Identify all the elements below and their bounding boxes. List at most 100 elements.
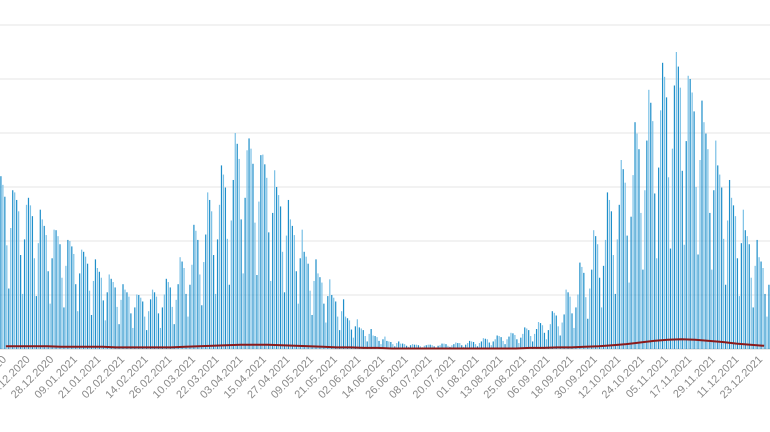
bar xyxy=(147,311,150,349)
bar xyxy=(283,292,286,349)
bar xyxy=(591,269,593,349)
bar xyxy=(423,345,425,349)
bar xyxy=(409,345,412,349)
bar xyxy=(723,238,725,349)
bar xyxy=(114,287,116,349)
bar xyxy=(311,314,313,349)
bar xyxy=(31,216,34,349)
bar xyxy=(214,293,217,349)
bar xyxy=(128,296,130,349)
bar xyxy=(628,282,630,349)
bar xyxy=(346,318,349,349)
bar xyxy=(650,102,652,349)
bar xyxy=(699,160,701,349)
bar xyxy=(342,299,345,349)
bar xyxy=(335,301,337,349)
bar xyxy=(14,192,16,349)
bar xyxy=(39,209,41,349)
bar xyxy=(29,205,32,349)
bar xyxy=(569,296,571,349)
bar xyxy=(502,340,504,349)
bar xyxy=(16,199,18,349)
bar xyxy=(272,212,274,349)
bar xyxy=(719,174,721,349)
bar xyxy=(640,212,642,349)
bar xyxy=(57,236,59,349)
bar xyxy=(220,165,223,349)
bar xyxy=(665,97,668,349)
bar xyxy=(77,311,79,349)
bar xyxy=(67,239,69,349)
bar xyxy=(163,294,165,349)
bar xyxy=(528,330,530,349)
bar xyxy=(151,289,154,349)
bar xyxy=(368,333,370,349)
bar xyxy=(287,199,290,349)
bar xyxy=(425,345,427,349)
bar xyxy=(75,284,77,349)
bar xyxy=(279,206,282,349)
bar xyxy=(660,110,662,349)
bar xyxy=(167,282,169,349)
bar xyxy=(23,239,26,349)
bar xyxy=(354,326,356,349)
bar xyxy=(370,329,372,349)
bar xyxy=(431,345,433,349)
bar xyxy=(360,328,362,349)
bar xyxy=(675,52,677,349)
bar xyxy=(384,336,386,349)
bar xyxy=(624,182,626,349)
bar xyxy=(754,265,756,349)
bar xyxy=(612,255,614,349)
bar xyxy=(484,338,486,349)
bar xyxy=(500,337,502,349)
bar xyxy=(142,301,144,349)
bar xyxy=(252,163,254,349)
bar xyxy=(183,268,185,349)
bar xyxy=(746,236,748,349)
bar xyxy=(372,335,374,349)
bar xyxy=(734,216,737,349)
bar xyxy=(358,327,360,349)
bar xyxy=(644,190,646,349)
bar xyxy=(224,187,227,349)
bar xyxy=(79,273,81,349)
bar xyxy=(679,87,681,349)
bar xyxy=(474,344,477,349)
bar xyxy=(33,258,35,349)
bar xyxy=(108,274,110,349)
bar xyxy=(305,256,307,349)
bar xyxy=(638,149,640,349)
bar xyxy=(110,278,112,349)
bar xyxy=(187,316,189,349)
bar xyxy=(51,258,53,349)
bar xyxy=(510,332,512,349)
bar xyxy=(587,318,589,349)
bar xyxy=(671,148,674,349)
bar xyxy=(400,343,402,349)
bar xyxy=(350,329,353,349)
bar xyxy=(4,196,6,349)
bar xyxy=(738,296,741,349)
bar xyxy=(616,239,618,349)
bar xyxy=(236,143,238,349)
bar xyxy=(90,314,93,349)
bar xyxy=(329,279,331,349)
bar xyxy=(102,300,104,349)
bar xyxy=(175,299,177,349)
bar xyxy=(254,222,256,349)
bar xyxy=(376,337,378,349)
bar xyxy=(244,197,246,349)
bar xyxy=(654,193,656,349)
bar xyxy=(153,292,156,349)
bar xyxy=(748,244,750,349)
bar xyxy=(742,209,744,349)
bar xyxy=(18,211,20,349)
bar xyxy=(83,251,85,349)
bar xyxy=(752,307,754,349)
bar xyxy=(309,290,311,349)
bar xyxy=(63,307,65,349)
bar xyxy=(549,324,551,349)
bar xyxy=(378,340,380,349)
